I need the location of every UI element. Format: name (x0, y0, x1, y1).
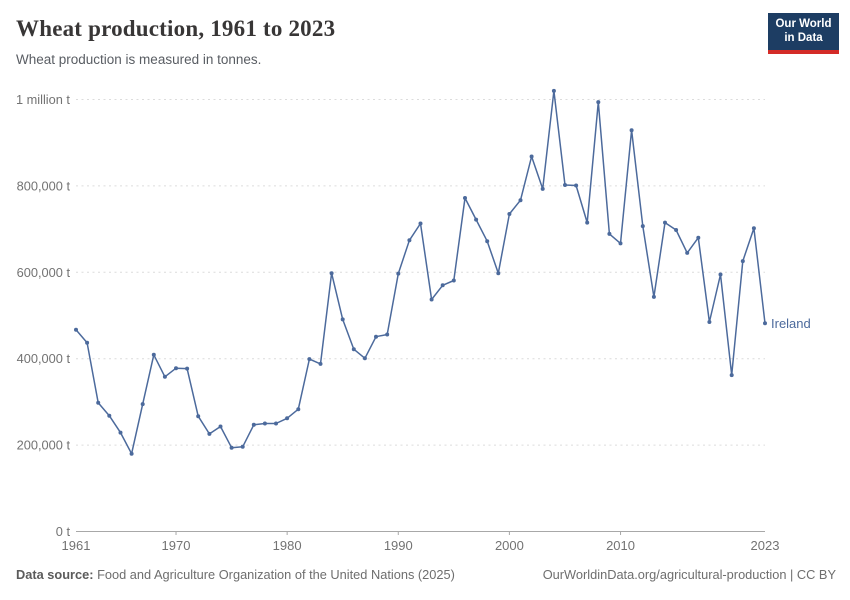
data-point[interactable] (174, 366, 178, 371)
data-point[interactable] (674, 228, 679, 232)
data-point[interactable] (751, 226, 756, 231)
x-tick-label: 1980 (273, 538, 302, 553)
x-tick-label: 1961 (62, 538, 91, 553)
data-point[interactable] (474, 217, 479, 222)
x-tick-label: 2023 (751, 538, 780, 553)
data-point[interactable] (540, 186, 545, 191)
y-tick-label: 1 million t (16, 92, 70, 107)
data-source-label: Data source: (16, 567, 94, 582)
owid-credit-link[interactable]: OurWorldinData.org/agricultural-producti… (542, 567, 836, 582)
data-point[interactable] (407, 238, 412, 243)
data-point[interactable] (651, 294, 656, 299)
data-point[interactable] (685, 250, 690, 255)
data-point[interactable] (129, 451, 134, 456)
data-point[interactable] (385, 332, 390, 337)
owid-logo-line1: Our World (775, 17, 832, 30)
data-point[interactable] (696, 235, 701, 240)
data-point[interactable] (396, 271, 401, 276)
data-point[interactable] (140, 402, 145, 407)
y-tick-label: 0 t (56, 524, 71, 539)
chart-subtitle: Wheat production is measured in tonnes. (16, 52, 262, 67)
data-point[interactable] (563, 183, 567, 187)
data-point[interactable] (607, 231, 612, 236)
data-point[interactable] (740, 259, 745, 264)
data-point[interactable] (418, 221, 423, 226)
data-point[interactable] (451, 278, 456, 283)
x-tick-label: 1970 (162, 538, 191, 553)
data-point[interactable] (307, 357, 312, 362)
data-point[interactable] (663, 220, 667, 225)
data-point[interactable] (196, 414, 201, 419)
data-point[interactable] (229, 445, 234, 450)
y-tick-label: 800,000 t (17, 178, 71, 193)
data-point[interactable] (440, 283, 445, 288)
data-point[interactable] (729, 373, 734, 378)
data-point[interactable] (96, 400, 101, 405)
data-point[interactable] (707, 320, 712, 324)
data-point[interactable] (118, 430, 123, 435)
data-point[interactable] (496, 271, 501, 276)
owid-logo-line2: in Data (784, 31, 823, 44)
data-point[interactable] (585, 220, 590, 225)
data-point[interactable] (362, 356, 367, 361)
wheat-production-line-chart: 0 t 200,000 t 400,000 t 600,000 t 800,000 t 1… (16, 88, 811, 553)
data-point[interactable] (218, 424, 223, 429)
data-point[interactable] (640, 224, 645, 229)
data-point[interactable] (274, 421, 278, 426)
data-point[interactable] (296, 407, 301, 412)
data-point[interactable] (463, 196, 467, 200)
data-point[interactable] (107, 413, 112, 418)
data-point[interactable] (351, 347, 356, 352)
data-point[interactable] (262, 421, 267, 426)
data-source-note: Data source: Food and Agriculture Organi… (16, 567, 455, 582)
data-point[interactable] (763, 321, 767, 326)
page-title: Wheat production, 1961 to 2023 (16, 16, 336, 41)
x-tick-label: 2010 (606, 538, 635, 553)
data-point[interactable] (285, 416, 290, 421)
x-tick-label: 1990 (384, 538, 413, 553)
data-source-text: Food and Agriculture Organization of the… (93, 567, 455, 582)
data-point[interactable] (85, 340, 90, 345)
data-point[interactable] (529, 154, 534, 159)
data-point[interactable] (240, 444, 245, 449)
data-point[interactable] (629, 128, 634, 133)
entity-label: Ireland (771, 316, 811, 331)
data-point[interactable] (185, 366, 190, 371)
data-point[interactable] (151, 352, 156, 357)
data-point[interactable] (374, 334, 378, 339)
data-point[interactable] (551, 88, 556, 93)
owid-logo[interactable]: Our World in Data (768, 13, 839, 54)
data-point[interactable] (74, 327, 78, 332)
data-point[interactable] (329, 271, 334, 276)
data-point[interactable] (318, 361, 323, 366)
owid-logo-accent-bar (768, 50, 839, 54)
data-point[interactable] (485, 239, 490, 244)
data-point[interactable] (618, 241, 623, 246)
data-point[interactable] (718, 272, 723, 277)
data-point[interactable] (507, 212, 512, 216)
data-point[interactable] (207, 431, 212, 436)
y-tick-label: 200,000 t (17, 438, 71, 453)
data-point[interactable] (162, 374, 167, 379)
series-line (75, 90, 766, 455)
data-point[interactable] (518, 198, 523, 203)
data-point[interactable] (340, 317, 345, 322)
x-tick-label: 2000 (495, 538, 524, 553)
y-tick-label: 600,000 t (17, 265, 71, 280)
chart-footer: Data source: Food and Agriculture Organi… (16, 567, 836, 582)
data-point[interactable] (429, 297, 434, 302)
data-point[interactable] (574, 183, 579, 188)
data-point[interactable] (596, 100, 601, 105)
owid-logo-text: Our World in Data (768, 13, 839, 50)
y-tick-label: 400,000 t (17, 351, 71, 366)
data-point[interactable] (251, 422, 256, 427)
